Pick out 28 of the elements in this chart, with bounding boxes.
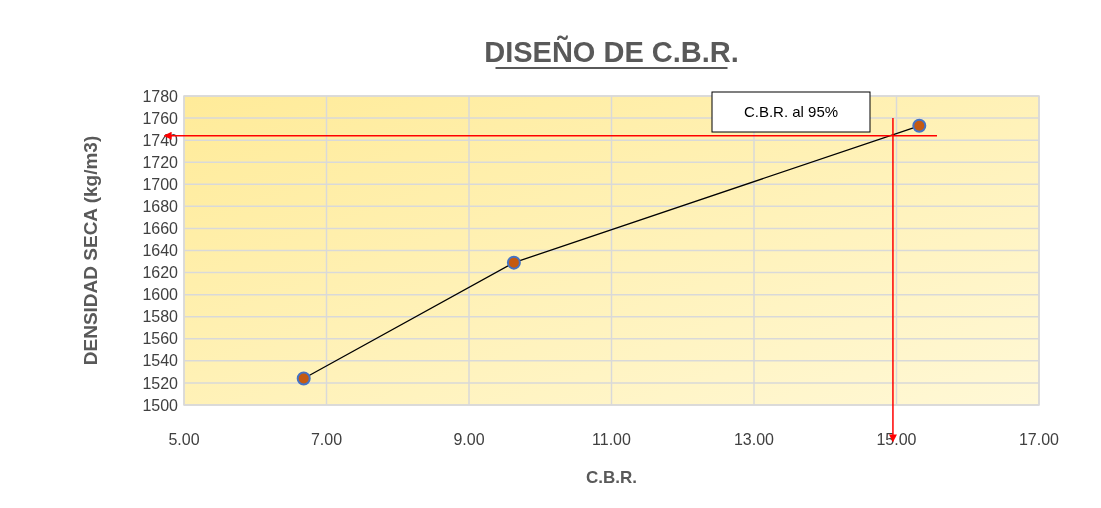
point — [506, 255, 521, 270]
x-tick-label: 17.00 — [1018, 431, 1060, 448]
x-tick-label: 13.00 — [733, 431, 775, 448]
x-tick-label: 15.00 — [876, 431, 917, 448]
y-tick-label: 1660 — [142, 220, 179, 238]
y-tick-label: 1600 — [142, 286, 179, 304]
x-tick-label: 11.00 — [592, 431, 632, 448]
y-axis-title: DENSIDAD SECA (kg/m3) — [80, 135, 101, 366]
y-tick-label: 1560 — [142, 330, 179, 348]
y-tick-label: 1780 — [142, 87, 179, 105]
y-tick-label: 1640 — [142, 242, 179, 260]
point — [296, 371, 311, 386]
annotation: C.B.R. al 95% — [743, 103, 839, 121]
y-tick-label: 1620 — [142, 264, 179, 282]
chart-title: DISEÑO DE C.B.R. — [484, 35, 739, 68]
y-tick-label: 1680 — [142, 197, 179, 215]
y-tick-label: 1520 — [142, 374, 179, 392]
x-axis-title: C.B.R. — [586, 468, 637, 487]
x-tick-label: 5.00 — [168, 431, 200, 448]
y-tick-label: 1500 — [142, 396, 179, 414]
y-tick-label: 1760 — [142, 109, 179, 127]
x-tick-label: 7.00 — [310, 431, 343, 448]
x-tick-label: 9.00 — [453, 431, 485, 448]
y-tick-label: 1540 — [142, 352, 179, 370]
y-tick-label: 1700 — [142, 175, 179, 193]
point — [912, 118, 927, 133]
y-tick-label: 1580 — [142, 308, 179, 326]
y-tick-label: 1720 — [142, 153, 179, 171]
